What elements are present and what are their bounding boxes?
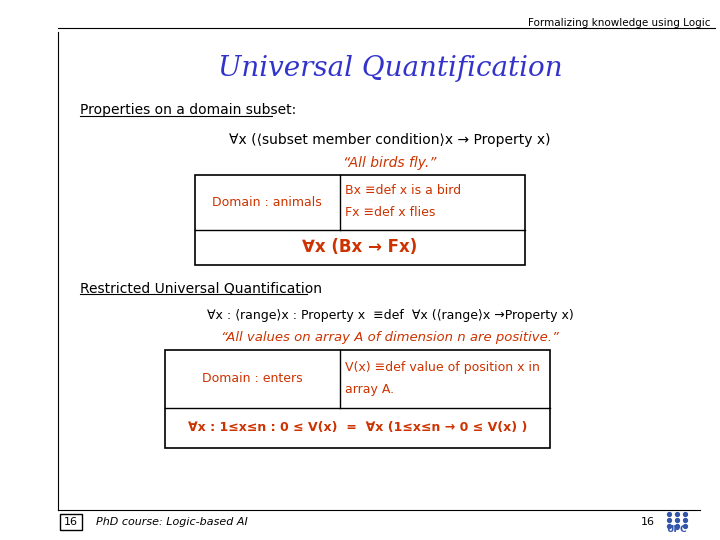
Text: 16: 16 — [641, 517, 655, 527]
Text: Domain : animals: Domain : animals — [212, 195, 322, 208]
FancyBboxPatch shape — [60, 514, 82, 530]
Text: ∀x (Bx → Fx): ∀x (Bx → Fx) — [302, 238, 418, 256]
Text: array A.: array A. — [345, 383, 394, 396]
Text: ∀x : ⟨range⟩x : Property x  ≡def  ∀x (⟨range⟩x →Property x): ∀x : ⟨range⟩x : Property x ≡def ∀x (⟨ran… — [207, 308, 573, 321]
Text: ∀x : 1≤x≤n : 0 ≤ V(x)  =  ∀x (1≤x≤n → 0 ≤ V(x) ): ∀x : 1≤x≤n : 0 ≤ V(x) = ∀x (1≤x≤n → 0 ≤ … — [188, 422, 527, 435]
Text: V(x) ≡def value of position x in: V(x) ≡def value of position x in — [345, 361, 540, 375]
Text: PhD course: Logic-based AI: PhD course: Logic-based AI — [96, 517, 248, 527]
Text: Universal Quantification: Universal Quantification — [217, 55, 562, 82]
Text: Properties on a domain subset:: Properties on a domain subset: — [80, 103, 296, 117]
FancyBboxPatch shape — [195, 175, 525, 265]
Text: Fx ≡def x flies: Fx ≡def x flies — [345, 206, 436, 219]
Text: Domain : enters: Domain : enters — [202, 373, 302, 386]
Text: “All values on array A of dimension n are positive.”: “All values on array A of dimension n ar… — [221, 330, 559, 343]
Text: Formalizing knowledge using Logic: Formalizing knowledge using Logic — [528, 18, 710, 28]
Text: Restricted Universal Quantification: Restricted Universal Quantification — [80, 281, 322, 295]
Text: Bx ≡def x is a bird: Bx ≡def x is a bird — [345, 185, 461, 198]
Text: UPC: UPC — [666, 525, 686, 535]
Text: “All birds fly.”: “All birds fly.” — [343, 156, 437, 170]
Text: 16: 16 — [64, 517, 78, 527]
Text: ∀x (⟨subset member condition⟩x → Property x): ∀x (⟨subset member condition⟩x → Propert… — [229, 133, 551, 147]
FancyBboxPatch shape — [165, 350, 550, 448]
